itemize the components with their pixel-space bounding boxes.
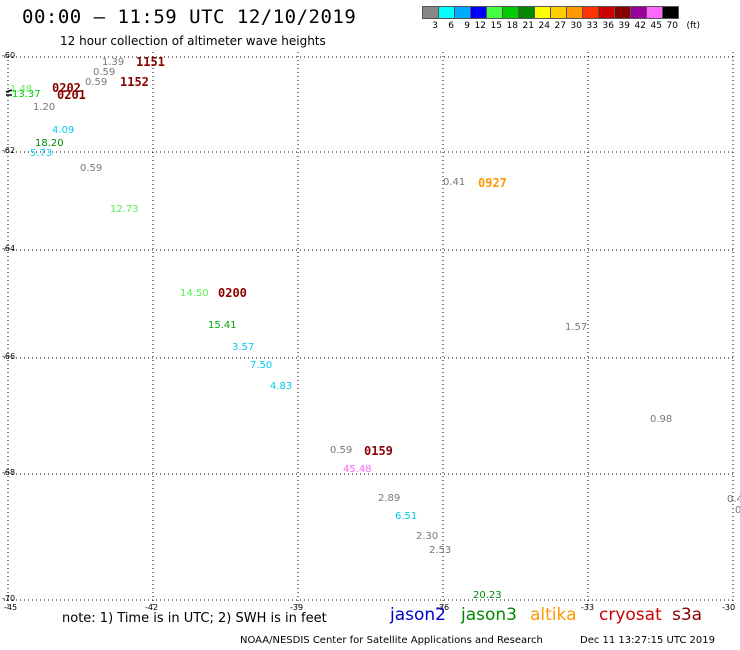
color-scale — [422, 6, 679, 19]
longitude-tick: -36 — [436, 603, 450, 612]
pass-time: 1152 — [120, 75, 149, 89]
wave-height-value: 0.98 — [650, 414, 673, 425]
color-scale-label: 6 — [448, 21, 454, 31]
color-scale-label: 15 — [490, 21, 502, 31]
color-scale-label: 12 — [474, 21, 486, 31]
wave-height-value: 3.57 — [232, 342, 255, 353]
longitude-tick: -39 — [290, 603, 304, 612]
wave-height-value: 6.51 — [395, 511, 418, 522]
wave-height-value: 0.59 — [93, 67, 116, 78]
longitude-tick: -42 — [145, 603, 159, 612]
satellite-label: s3a — [672, 605, 703, 625]
wave-height-value: 13.37 — [12, 89, 41, 100]
wave-height-value: 5.73 — [30, 148, 53, 159]
longitude-tick: -30 — [722, 603, 736, 612]
wave-height-value: 1.57 — [565, 322, 588, 333]
pass-time: 0202 — [52, 81, 81, 95]
wave-height-value: 4.83 — [270, 381, 293, 392]
wave-height-value: 0.59 — [85, 77, 108, 88]
color-scale-labels: 3 6 9 12 15 18 21 24 27 30 33 36 39 42 45 70 (ft) — [422, 21, 700, 31]
longitude-tick: -45 — [4, 603, 18, 612]
wave-height-value: 14.50 — [180, 288, 209, 299]
map-title: 00:00 – 11:59 UTC 12/10/2019 — [22, 6, 357, 28]
wave-height-value: 20.23 — [473, 590, 502, 601]
wave-height-value: 18.20 — [35, 138, 64, 149]
color-scale-label: 70 — [666, 21, 678, 31]
wave-height-value: 0.59 — [80, 163, 103, 174]
latitude-tick: -60 — [2, 51, 16, 60]
wave-height-value: 2.89 — [378, 493, 401, 504]
color-scale-label: 30 — [570, 21, 582, 31]
wave-height-value: 4.09 — [52, 125, 75, 136]
color-scale-label: 24 — [538, 21, 550, 31]
track-marker-icon — [5, 89, 13, 96]
map-subtitle: 12 hour collection of altimeter wave hei… — [60, 34, 326, 48]
satellite-label: cryosat — [599, 605, 662, 625]
pass-time: 0201 — [57, 88, 86, 102]
color-scale-label: 21 — [522, 21, 534, 31]
wave-height-value: 7.50 — [250, 360, 273, 371]
wave-height-value: 0.59 — [330, 445, 353, 456]
color-scale-unit: (ft) — [686, 21, 700, 31]
color-scale-label: 39 — [618, 21, 630, 31]
wave-height-value: 0.4 — [727, 494, 740, 505]
color-scale-label: 36 — [602, 21, 614, 31]
wave-height-value: 12.73 — [110, 204, 139, 215]
wave-height-value: 2.30 — [416, 531, 439, 542]
latitude-tick: -70 — [2, 594, 16, 603]
satellite-label: jason3 — [461, 605, 517, 625]
legend-note: note: 1) Time is in UTC; 2) SWH is in fe… — [62, 611, 327, 626]
pass-time: 0200 — [218, 286, 247, 300]
satellite-label: altika — [530, 605, 577, 625]
color-scale-label: 9 — [464, 21, 470, 31]
latitude-tick: -68 — [2, 468, 16, 477]
pass-time: 0927 — [478, 176, 507, 190]
pass-time: 0159 — [364, 444, 393, 458]
latitude-tick: -66 — [2, 352, 16, 361]
color-swatch — [662, 6, 679, 19]
wave-height-value: 2.53 — [429, 545, 452, 556]
color-scale-label: 27 — [554, 21, 566, 31]
color-scale-label: 18 — [506, 21, 518, 31]
color-scale-label: 45 — [650, 21, 662, 31]
pass-time: 1151 — [136, 55, 165, 69]
wave-height-value: 1.20 — [33, 102, 56, 113]
satellite-label: jason2 — [390, 605, 446, 625]
wave-height-value: 45.48 — [343, 464, 372, 475]
wave-height-value: 1.48 — [10, 84, 33, 95]
longitude-tick: -33 — [581, 603, 595, 612]
wave-height-value: 0.41 — [443, 177, 466, 188]
wave-height-value: 15.41 — [208, 320, 237, 331]
color-scale-label: 33 — [586, 21, 598, 31]
footer-timestamp: Dec 11 13:27:15 UTC 2019 — [580, 635, 715, 646]
color-scale-label: 3 — [432, 21, 438, 31]
footer-credit: NOAA/NESDIS Center for Satellite Applica… — [240, 635, 543, 646]
color-scale-label: 42 — [634, 21, 646, 31]
wave-height-value: 1.39 — [102, 57, 125, 68]
latitude-tick: -64 — [2, 244, 16, 253]
latitude-tick: -62 — [2, 146, 16, 155]
wave-height-value: 0 — [735, 505, 740, 516]
